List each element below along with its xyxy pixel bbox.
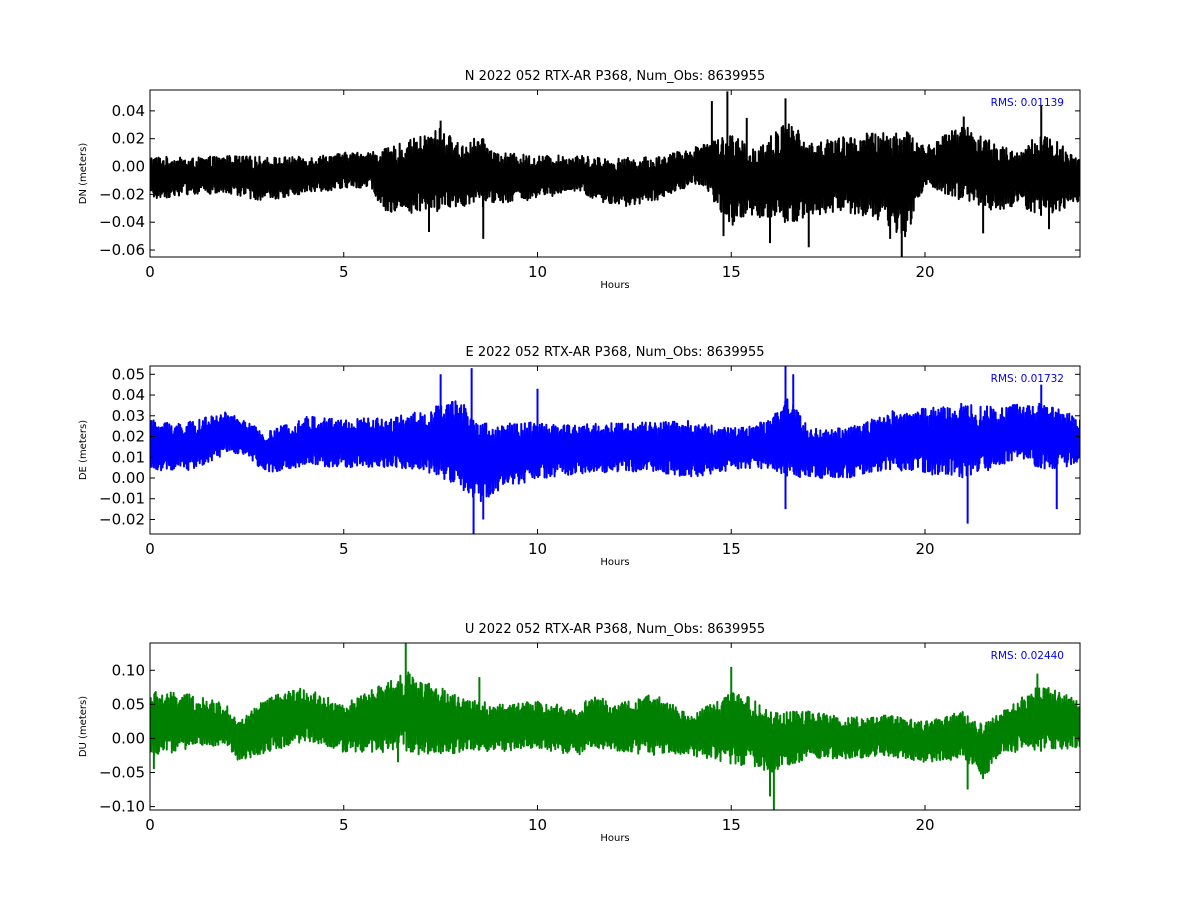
y-tick-label: 0.03 (112, 407, 145, 425)
y-axis-label: DN (meters) (78, 143, 89, 205)
y-tick-label: 0.00 (112, 469, 145, 487)
x-tick-label: 15 (722, 816, 741, 834)
y-tick-label: −0.02 (99, 510, 145, 528)
x-tick-label: 20 (915, 540, 934, 558)
y-tick-label: 0.01 (112, 448, 145, 466)
data-series-line (150, 91, 1080, 257)
y-tick-label: −0.05 (99, 764, 145, 782)
y-axis-label: DE (meters) (78, 420, 89, 480)
x-tick-label: 0 (145, 263, 155, 281)
y-tick-label: 0.00 (112, 158, 145, 176)
x-tick-label: 0 (145, 540, 155, 558)
subplot-title: N 2022 052 RTX-AR P368, Num_Obs: 8639955 (465, 69, 765, 84)
x-tick-label: 20 (915, 816, 934, 834)
y-tick-label: −0.01 (99, 490, 145, 508)
x-axis-label: Hours (600, 557, 629, 568)
x-tick-label: 20 (915, 263, 934, 281)
subplot-title: U 2022 052 RTX-AR P368, Num_Obs: 8639955 (465, 622, 765, 637)
x-tick-label: 5 (339, 816, 349, 834)
axes-frame (149, 365, 1081, 535)
y-tick-label: −0.02 (99, 185, 145, 203)
y-tick-label: 0.02 (112, 428, 145, 446)
axes-frame (149, 642, 1081, 811)
y-tick-label: 0.02 (112, 130, 145, 148)
y-tick-label: −0.04 (99, 213, 145, 231)
data-series-line (150, 643, 1080, 810)
y-axis-label: DU (meters) (78, 696, 89, 757)
x-tick-label: 15 (722, 263, 741, 281)
y-tick-label: −0.06 (99, 241, 145, 259)
rms-annotation: RMS: 0.01139 (991, 97, 1064, 109)
y-tick-label: 0.04 (112, 386, 145, 404)
axes-frame (149, 89, 1081, 258)
x-axis-label: Hours (600, 833, 629, 844)
x-tick-label: 0 (145, 816, 155, 834)
x-tick-label: 5 (339, 263, 349, 281)
data-series-line (150, 366, 1080, 534)
x-tick-label: 10 (528, 540, 547, 558)
rms-annotation: RMS: 0.02440 (991, 650, 1064, 662)
y-tick-label: 0.10 (112, 661, 145, 679)
rms-annotation: RMS: 0.01732 (991, 373, 1064, 385)
subplot-north: N 2022 052 RTX-AR P368, Num_Obs: 8639955… (78, 69, 1081, 291)
subplot-east: E 2022 052 RTX-AR P368, Num_Obs: 8639955… (78, 345, 1081, 568)
x-tick-label: 10 (528, 816, 547, 834)
y-tick-label: −0.10 (99, 798, 145, 816)
y-tick-label: 0.05 (112, 695, 145, 713)
y-tick-label: 0.00 (112, 729, 145, 747)
subplot-title: E 2022 052 RTX-AR P368, Num_Obs: 8639955 (466, 345, 765, 360)
subplot-up: U 2022 052 RTX-AR P368, Num_Obs: 8639955… (78, 622, 1081, 844)
x-axis-label: Hours (600, 280, 629, 291)
y-tick-label: 0.05 (112, 365, 145, 383)
x-tick-label: 10 (528, 263, 547, 281)
x-tick-label: 5 (339, 540, 349, 558)
x-tick-label: 15 (722, 540, 741, 558)
y-tick-label: 0.04 (112, 102, 145, 120)
